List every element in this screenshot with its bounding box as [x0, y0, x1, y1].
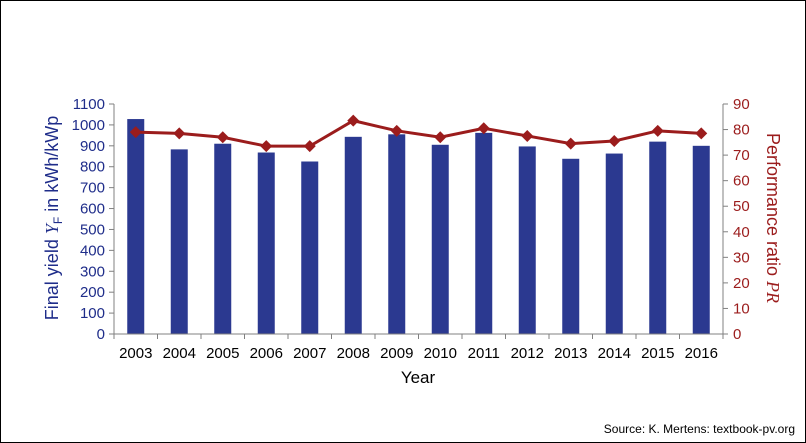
bar: [214, 143, 232, 334]
bar: [127, 119, 145, 335]
left-tick-label: 600: [80, 201, 105, 218]
diamond-marker: [173, 127, 186, 140]
diamond-marker: [564, 137, 577, 150]
x-tick-label: 2003: [119, 345, 152, 362]
x-tick-label: 2004: [163, 345, 196, 362]
diamond-marker: [651, 124, 664, 137]
bar: [518, 146, 536, 334]
diamond-marker: [695, 127, 708, 140]
right-axis-title: Performance ratio PR: [763, 133, 783, 303]
x-tick-label: 2006: [250, 345, 283, 362]
right-tick-label: 40: [733, 224, 750, 241]
x-tick-label: 2015: [641, 345, 674, 362]
left-tick-label: 0: [97, 326, 105, 343]
right-tick-label: 80: [733, 122, 750, 139]
bar: [388, 134, 406, 334]
left-tick-label: 400: [80, 242, 105, 259]
right-tick-label: 30: [733, 249, 750, 266]
right-tick-label: 10: [733, 300, 750, 317]
left-tick-label: 300: [80, 263, 105, 280]
diamond-marker: [347, 114, 360, 127]
diamond-marker: [390, 124, 403, 137]
x-axis-ticks: 2003 2004 2005 2006 2007 2008 2009 2010 2011 2012…: [113, 334, 724, 362]
bar: [431, 144, 449, 334]
x-tick-label: 2009: [380, 345, 413, 362]
bar: [649, 141, 667, 334]
bar: [301, 161, 319, 334]
bar: [562, 158, 580, 334]
line-series: [129, 114, 708, 153]
x-tick-label: 2016: [685, 345, 718, 362]
right-tick-label: 90: [733, 96, 750, 113]
right-tick-label: 20: [733, 275, 750, 292]
x-tick-label: 2005: [206, 345, 239, 362]
bar: [344, 136, 362, 334]
left-tick-label: 200: [80, 284, 105, 301]
diamond-marker: [608, 135, 621, 148]
x-tick-label: 2014: [598, 345, 631, 362]
bar: [475, 132, 493, 334]
left-tick-label: 500: [80, 221, 105, 238]
x-tick-label: 2012: [511, 345, 544, 362]
left-axis-ticks: 0 100 200 300 400 500 600 700 800 900 1000 1100: [72, 96, 114, 343]
x-tick-label: 2007: [293, 345, 326, 362]
diamond-marker: [303, 140, 316, 153]
bar: [257, 152, 275, 334]
source-credit: Source: K. Mertens: textbook-pv.org: [603, 422, 795, 436]
right-tick-label: 50: [733, 198, 750, 215]
left-tick-label: 800: [80, 159, 105, 176]
left-tick-label: 1100: [73, 96, 105, 113]
x-tick-label: 2011: [468, 345, 500, 362]
left-axis-title: Final yield YF in kWh/kWp: [42, 116, 65, 320]
left-tick-label: 700: [80, 180, 105, 197]
right-tick-label: 0: [733, 326, 741, 343]
left-tick-label: 100: [80, 305, 105, 322]
right-axis-ticks: 0 10 20 30 40 50 60 70 80 90: [723, 96, 750, 343]
bar: [692, 145, 710, 334]
bar-series: [127, 119, 710, 335]
diamond-marker: [216, 131, 229, 144]
left-tick-label: 900: [80, 138, 105, 155]
bar: [605, 153, 623, 334]
diamond-marker: [477, 122, 490, 135]
x-tick-label: 2010: [424, 345, 457, 362]
diamond-marker: [434, 131, 447, 144]
x-tick-label: 2013: [554, 345, 587, 362]
x-axis-title: Year: [401, 368, 436, 387]
diamond-marker: [260, 140, 273, 153]
x-tick-label: 2008: [337, 345, 370, 362]
bar: [170, 149, 188, 334]
diamond-marker: [129, 126, 142, 139]
left-tick-label: 1000: [72, 117, 105, 134]
performance-ratio-line: [135, 119, 702, 148]
right-tick-label: 70: [733, 147, 750, 164]
diamond-marker: [521, 129, 534, 142]
right-tick-label: 60: [733, 173, 750, 190]
